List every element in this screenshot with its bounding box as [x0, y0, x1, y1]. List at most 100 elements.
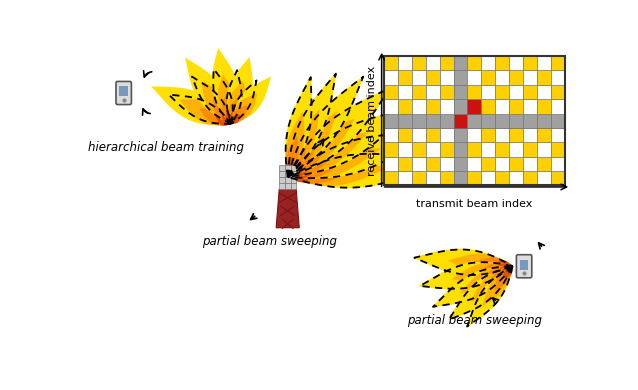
Bar — [523, 128, 537, 142]
Bar — [285, 165, 290, 171]
Bar — [412, 71, 426, 85]
Polygon shape — [448, 266, 512, 321]
Bar — [426, 71, 440, 85]
FancyBboxPatch shape — [116, 82, 131, 105]
Polygon shape — [285, 157, 294, 177]
Bar — [551, 157, 565, 171]
Bar — [426, 99, 440, 113]
Polygon shape — [487, 266, 512, 288]
Polygon shape — [228, 80, 246, 124]
Text: receive beam index: receive beam index — [367, 66, 378, 176]
Bar — [454, 56, 468, 71]
Bar — [285, 177, 290, 183]
Bar — [440, 128, 454, 142]
Bar — [482, 99, 495, 113]
Polygon shape — [232, 93, 257, 124]
Bar — [398, 113, 412, 128]
Bar — [509, 128, 523, 142]
Bar — [523, 56, 537, 71]
Polygon shape — [288, 163, 313, 177]
Bar — [523, 113, 537, 128]
Polygon shape — [288, 87, 391, 177]
Polygon shape — [451, 262, 512, 282]
Polygon shape — [288, 158, 345, 179]
Bar — [440, 71, 454, 85]
Polygon shape — [222, 110, 232, 124]
Polygon shape — [288, 119, 355, 177]
Bar — [495, 157, 509, 171]
Bar — [454, 171, 468, 185]
Polygon shape — [466, 266, 512, 328]
Polygon shape — [288, 135, 308, 177]
Bar — [551, 56, 565, 71]
Bar — [440, 171, 454, 185]
Bar — [482, 56, 495, 71]
Polygon shape — [288, 108, 412, 177]
Bar — [440, 56, 454, 71]
Bar — [454, 99, 468, 113]
Bar — [537, 128, 551, 142]
Bar — [398, 99, 412, 113]
Polygon shape — [221, 94, 236, 124]
Bar — [279, 165, 285, 171]
Polygon shape — [494, 266, 512, 291]
Bar — [509, 157, 523, 171]
Bar — [495, 99, 509, 113]
Bar — [551, 99, 565, 113]
Bar — [290, 183, 296, 189]
Bar — [285, 183, 290, 189]
Bar — [523, 85, 537, 99]
Bar — [537, 171, 551, 185]
Polygon shape — [287, 156, 298, 177]
Bar — [426, 142, 440, 157]
Polygon shape — [288, 149, 338, 177]
Polygon shape — [285, 111, 304, 177]
Bar — [285, 171, 290, 177]
Bar — [509, 113, 523, 128]
Bar — [495, 56, 509, 71]
Bar — [384, 157, 398, 171]
Polygon shape — [431, 266, 512, 307]
Bar — [440, 157, 454, 171]
Polygon shape — [228, 110, 238, 124]
Bar — [290, 171, 296, 177]
Bar — [440, 85, 454, 99]
Polygon shape — [225, 109, 235, 124]
Polygon shape — [232, 76, 271, 124]
Bar — [537, 85, 551, 99]
Polygon shape — [503, 266, 513, 278]
Bar — [290, 165, 296, 171]
Polygon shape — [232, 105, 248, 124]
Polygon shape — [231, 114, 239, 124]
Bar — [468, 113, 482, 128]
Bar — [279, 171, 285, 177]
Bar — [520, 260, 528, 270]
Bar — [509, 56, 523, 71]
Text: transmit beam index: transmit beam index — [416, 199, 533, 209]
Polygon shape — [494, 263, 512, 273]
Text: hierarchical beam training: hierarchical beam training — [87, 141, 244, 154]
Bar — [551, 128, 565, 142]
Bar — [482, 157, 495, 171]
Bar — [537, 157, 551, 171]
Bar — [495, 171, 509, 185]
Polygon shape — [151, 86, 232, 125]
Polygon shape — [288, 153, 441, 188]
Bar — [454, 157, 468, 171]
Bar — [290, 177, 296, 183]
Bar — [398, 85, 412, 99]
Polygon shape — [285, 136, 299, 177]
Bar — [523, 71, 537, 85]
Bar — [468, 157, 482, 171]
Bar — [398, 157, 412, 171]
Polygon shape — [413, 249, 512, 276]
Polygon shape — [288, 157, 303, 177]
Polygon shape — [288, 166, 316, 179]
Polygon shape — [216, 115, 232, 126]
Bar — [454, 85, 468, 99]
Bar — [509, 99, 523, 113]
Bar — [412, 128, 426, 142]
Bar — [468, 85, 482, 99]
Bar — [384, 99, 398, 113]
Bar — [509, 171, 523, 185]
